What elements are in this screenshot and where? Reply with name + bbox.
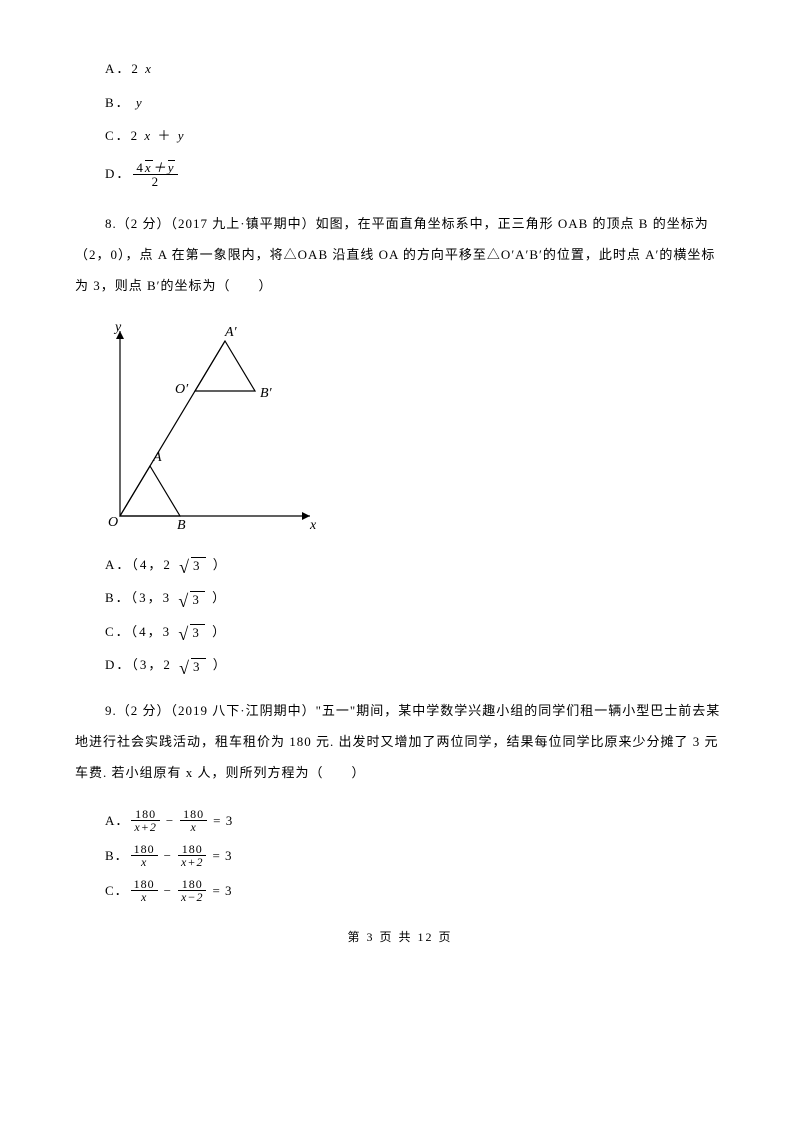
label-text: D． (105, 164, 131, 184)
q8-option-d: D．（3，2 √3 ） (105, 655, 725, 675)
x-arrow-icon (302, 512, 310, 520)
fraction: 180 x+2 (178, 843, 206, 868)
equals: = 3 (213, 811, 233, 831)
fraction: 180 x+2 (131, 808, 159, 833)
denominator: x+2 (178, 856, 206, 868)
fraction: 180 x (131, 843, 158, 868)
q8-text: 8.（2 分）（2017 九上·镇平期中）如图，在平面直角坐标系中，正三角形 O… (75, 208, 725, 302)
close-paren: ） (213, 657, 228, 672)
sqrt-icon: √3 (178, 624, 204, 641)
plus-text: ＋ (157, 128, 172, 143)
label-a: A (152, 450, 162, 465)
triangle-oab (120, 466, 180, 516)
close-paren: ） (212, 590, 227, 605)
q8-option-b: B．（3，3 √3 ） (105, 588, 725, 608)
label-text: A．2 (105, 61, 140, 76)
q7-option-a: A．2 x (105, 59, 725, 79)
fraction: 180 x−2 (178, 878, 206, 903)
label-text: D．（3，2 (105, 657, 172, 672)
q7-option-d: D． 4x＋y 2 (105, 160, 725, 188)
equation: 180 x − 180 x−2 = 3 (129, 878, 233, 903)
q9-text: 9.（2 分）（2019 八下·江阴期中）"五一"期间，某中学数学兴趣小组的同学… (75, 695, 725, 789)
sqrt-icon: √3 (179, 658, 205, 675)
label-text: C．（4，3 (105, 624, 171, 639)
label-x-axis: x (309, 518, 317, 531)
q8-option-c: C．（4，3 √3 ） (105, 622, 725, 642)
denominator: x (131, 856, 158, 868)
close-paren: ） (212, 624, 227, 639)
equals: = 3 (212, 846, 232, 866)
denominator: x−2 (178, 891, 206, 903)
coef: 4 (136, 160, 145, 175)
page-footer: 第 3 页 共 12 页 (75, 928, 725, 946)
fraction: 4x＋y 2 (133, 160, 178, 188)
label-o: O (108, 515, 118, 530)
equals: = 3 (212, 881, 232, 901)
var-y: y (136, 95, 144, 110)
minus: − (164, 881, 172, 901)
var-x: x (145, 61, 153, 76)
xbar: x (145, 160, 153, 174)
plus: ＋ (153, 160, 168, 175)
label-text: C． (105, 881, 129, 901)
equation: 180 x+2 − 180 x = 3 (129, 808, 233, 833)
q7-option-b: B． y (105, 93, 725, 113)
denominator: x (131, 891, 158, 903)
minus: − (166, 811, 174, 831)
label-y-axis: y (113, 321, 122, 335)
sqrt-icon: √3 (179, 557, 205, 574)
triangle-oab-prime (195, 341, 255, 391)
label-a-prime: A′ (224, 325, 238, 340)
ybar: y (168, 160, 176, 174)
minus: − (164, 846, 172, 866)
q8-figure: O B A O′ A′ B′ y x (95, 321, 725, 537)
page-container: A．2 x B． y C．2 x ＋ y D． 4x＋y 2 8.（2 分）（2… (0, 0, 800, 976)
label-text: C．2 (105, 128, 139, 143)
q9-option-a: A． 180 x+2 − 180 x = 3 (105, 808, 725, 833)
coordinate-diagram: O B A O′ A′ B′ y x (95, 321, 325, 531)
fraction: 180 x (131, 878, 158, 903)
equation: 180 x − 180 x+2 = 3 (129, 843, 233, 868)
close-paren: ） (213, 557, 228, 572)
line-oa (120, 341, 225, 516)
q9-option-c: C． 180 x − 180 x−2 = 3 (105, 878, 725, 903)
numerator: 4x＋y (133, 160, 178, 175)
label-text: A． (105, 811, 129, 831)
var-y: y (178, 128, 186, 143)
label-b: B (177, 518, 186, 531)
label-text: B．（3，3 (105, 590, 171, 605)
denominator: x (180, 821, 207, 833)
q7-option-c: C．2 x ＋ y (105, 126, 725, 146)
label-text: B． (105, 846, 129, 866)
sqrt-icon: √3 (178, 591, 204, 608)
label-b-prime: B′ (260, 386, 273, 401)
q8-option-a: A．（4，2 √3 ） (105, 555, 725, 575)
label-o-prime: O′ (175, 382, 189, 397)
fraction: 180 x (180, 808, 207, 833)
q9-option-b: B． 180 x − 180 x+2 = 3 (105, 843, 725, 868)
var-x: x (144, 128, 152, 143)
denominator: 2 (133, 175, 178, 188)
label-text: B． (105, 95, 131, 110)
denominator: x+2 (131, 821, 159, 833)
label-text: A．（4，2 (105, 557, 172, 572)
